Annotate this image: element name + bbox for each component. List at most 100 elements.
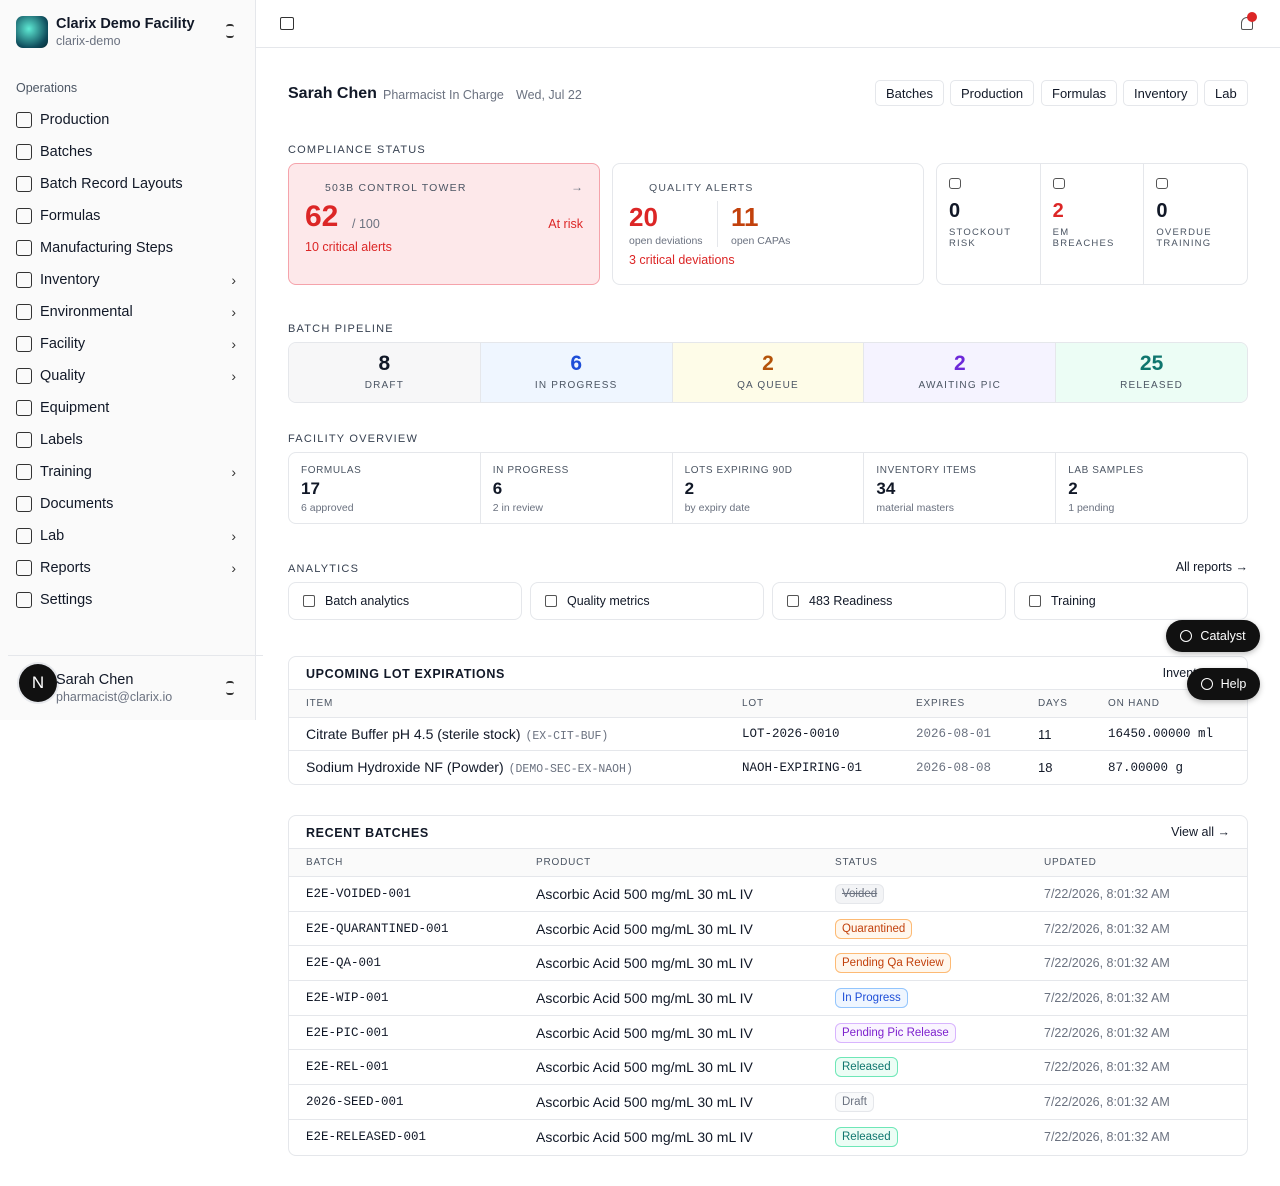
stage-value: 2 bbox=[762, 352, 774, 375]
section-title: COMPLIANCE STATUS bbox=[288, 144, 426, 156]
notification-dot bbox=[1247, 12, 1257, 22]
quick-link[interactable]: Inventory bbox=[1123, 80, 1199, 106]
column-header-row: ITEM LOT EXPIRES DAYS ON HAND bbox=[289, 690, 1247, 718]
risk-icon bbox=[1052, 178, 1065, 189]
nav-item[interactable]: Environmental › bbox=[8, 297, 248, 327]
table-row: E2E-VOIDED-001 Ascorbic Acid 500 mg/mL 30… bbox=[289, 877, 1247, 912]
nav-item[interactable]: Documents bbox=[8, 489, 248, 519]
column-header: PRODUCT bbox=[536, 857, 592, 868]
all-reports-link[interactable]: All reports → bbox=[1175, 560, 1248, 574]
cell-product: Ascorbic Acid 500 mg/mL 30 mL IV bbox=[536, 920, 753, 937]
status-badge: Quarantined bbox=[835, 918, 913, 939]
status: At risk bbox=[548, 217, 583, 231]
cell-status: Quarantined bbox=[835, 918, 1044, 939]
cell-expires: 2026-08-08 bbox=[916, 760, 992, 775]
stage-label: AWAITING PIC bbox=[918, 380, 1002, 391]
overview-label: IN PROGRESS bbox=[492, 465, 569, 476]
cell-updated: 7/22/2026, 8:01:32 AM bbox=[1044, 956, 1170, 971]
stage-label: IN PROGRESS bbox=[534, 380, 618, 391]
nav-item[interactable]: Equipment bbox=[8, 393, 248, 423]
nav-label: Inventory bbox=[40, 272, 100, 288]
item-name: Sodium Hydroxide NF (Powder) bbox=[306, 759, 504, 775]
button-label: Catalyst bbox=[1200, 629, 1246, 643]
analytics-button[interactable]: 483 Readiness bbox=[772, 582, 1006, 620]
quick-link[interactable]: Lab bbox=[1204, 80, 1248, 106]
risk-cell: 2 EM BREACHES bbox=[1039, 164, 1144, 284]
column-header: STATUS bbox=[835, 857, 878, 868]
nav-item[interactable]: Reports › bbox=[8, 553, 248, 583]
section-title: BATCH PIPELINE bbox=[288, 323, 394, 335]
control-tower-card[interactable]: 503B CONTROL TOWER → 62 / 100 At risk 10 crit… bbox=[288, 163, 600, 285]
cell-product: Ascorbic Acid 500 mg/mL 30 mL IV bbox=[536, 989, 753, 1006]
analytics-button[interactable]: Training bbox=[1014, 582, 1248, 620]
cell-product: Ascorbic Acid 500 mg/mL 30 mL IV bbox=[536, 1129, 753, 1146]
overview-card: IN PROGRESS 6 2 in review bbox=[479, 453, 672, 523]
nav-item[interactable]: Facility › bbox=[8, 329, 248, 359]
facility-overview: FORMULAS 17 6 approved IN PROGRESS 6 2 in rev… bbox=[288, 452, 1248, 524]
table-link[interactable]: View all → bbox=[1171, 825, 1230, 839]
quick-link[interactable]: Production bbox=[950, 80, 1035, 106]
nav-item[interactable]: Quality › bbox=[8, 361, 248, 391]
cell-on-hand: 16450.00000 ml bbox=[1108, 727, 1214, 741]
section-title: FACILITY OVERVIEW bbox=[288, 433, 419, 445]
nav-icon bbox=[16, 528, 32, 544]
nav-label: Equipment bbox=[40, 400, 110, 416]
facility-logo bbox=[16, 16, 48, 48]
nav-item[interactable]: Inventory › bbox=[8, 265, 248, 295]
nav-icon bbox=[16, 208, 32, 224]
nav-item[interactable]: Training › bbox=[8, 457, 248, 487]
overview-value: 2 bbox=[684, 479, 695, 498]
quality-alerts-card: QUALITY ALERTS 20 open deviations 11 open CA… bbox=[612, 163, 924, 285]
quick-link[interactable]: Formulas bbox=[1041, 80, 1118, 106]
nav-icon bbox=[16, 112, 32, 128]
nav-icon bbox=[16, 496, 32, 512]
nav-item[interactable]: Manufacturing Steps bbox=[8, 233, 248, 263]
help-button[interactable]: Help bbox=[1187, 668, 1260, 700]
cell-lot: NAOH-EXPIRING-01 bbox=[742, 760, 863, 775]
status-badge: In Progress bbox=[835, 987, 908, 1008]
item-name: Citrate Buffer pH 4.5 (sterile stock) bbox=[306, 725, 521, 742]
column-header: UPDATED bbox=[1044, 857, 1097, 868]
nav-item[interactable]: Production bbox=[8, 105, 248, 135]
catalyst-button[interactable]: Catalyst bbox=[1166, 620, 1260, 652]
risk-card: 0 STOCKOUT RISK 2 EM BREACHES 0 OVERDUE TRAIN… bbox=[936, 163, 1248, 285]
overview-value: 2 bbox=[1068, 479, 1078, 498]
risk-value: 0 bbox=[949, 200, 961, 222]
table-header: RECENT BATCHES View all → bbox=[289, 816, 1247, 849]
overview-note: by expiry date bbox=[684, 502, 750, 514]
quick-link[interactable]: Batches bbox=[875, 80, 944, 106]
user-menu[interactable] bbox=[226, 681, 234, 695]
column-header: LOT bbox=[742, 698, 764, 709]
alert-label: open deviations bbox=[629, 235, 703, 247]
nav-label: Batches bbox=[40, 144, 93, 160]
overview-value: 34 bbox=[876, 479, 896, 498]
column-header: ITEM bbox=[306, 698, 334, 709]
nav-label: Production bbox=[40, 112, 110, 128]
nav-item[interactable]: Batches bbox=[8, 137, 248, 167]
user-email: pharmacist@clarix.io bbox=[56, 690, 173, 704]
stage-value: 2 bbox=[953, 352, 966, 375]
status-badge: Voided bbox=[835, 883, 885, 904]
nav-item[interactable]: Settings bbox=[8, 585, 248, 615]
user-role: Pharmacist In Charge bbox=[383, 88, 504, 102]
nav-icon bbox=[16, 144, 32, 160]
score: 62 bbox=[305, 200, 339, 233]
nav-item[interactable]: Batch Record Layouts bbox=[8, 169, 248, 199]
nav-label: Settings bbox=[40, 592, 93, 608]
nav-item[interactable]: Labels bbox=[8, 425, 248, 455]
facility-switch[interactable] bbox=[226, 24, 234, 38]
table-row: E2E-REL-001 Ascorbic Acid 500 mg/mL 30 mL… bbox=[289, 1050, 1247, 1086]
analytics-button[interactable]: Quality metrics bbox=[530, 582, 764, 620]
facility-name: Clarix Demo Facility bbox=[56, 16, 195, 32]
nav-label: Facility bbox=[40, 336, 86, 352]
cell-batch: E2E-WIP-001 bbox=[306, 990, 389, 1005]
nav-item[interactable]: Formulas bbox=[8, 201, 248, 231]
nav-item[interactable]: Lab › bbox=[8, 521, 248, 551]
table-row: 2026-SEED-001 Ascorbic Acid 500 mg/mL 30 … bbox=[289, 1085, 1247, 1120]
analytics-button[interactable]: Batch analytics bbox=[288, 582, 522, 620]
sidebar-toggle[interactable] bbox=[280, 17, 294, 30]
cell-batch: E2E-RELEASED-001 bbox=[306, 1130, 427, 1145]
cell-updated: 7/22/2026, 8:01:32 AM bbox=[1044, 990, 1170, 1005]
